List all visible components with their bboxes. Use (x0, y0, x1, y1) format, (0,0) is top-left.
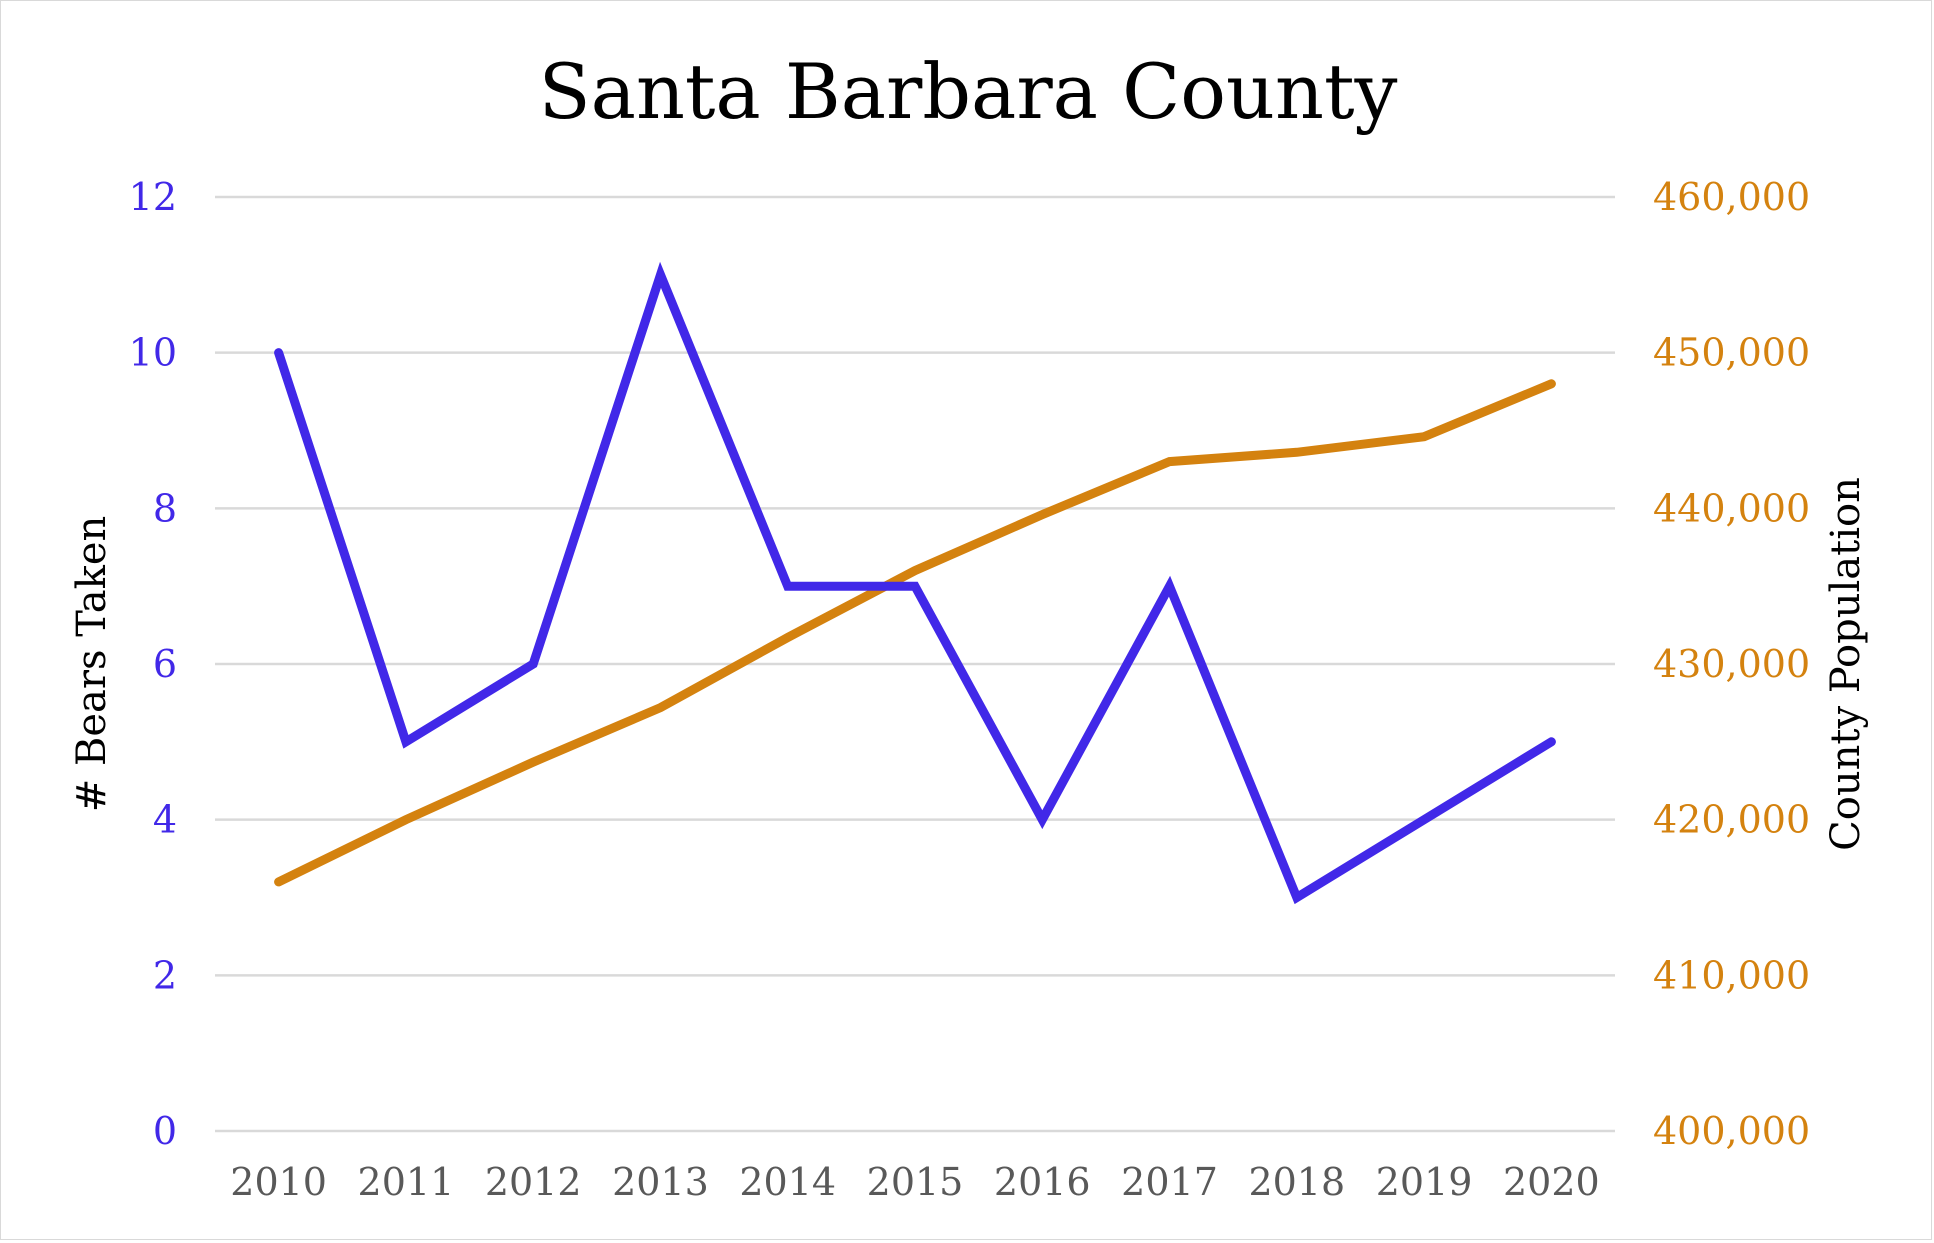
x-tick-label: 2014 (739, 1160, 836, 1204)
right-tick-label: 460,000 (1653, 175, 1810, 219)
left-tick-label: 2 (153, 953, 177, 997)
x-tick-label: 2016 (994, 1160, 1091, 1204)
x-tick-label: 2017 (1121, 1160, 1218, 1204)
right-tick-label: 430,000 (1653, 642, 1810, 686)
right-tick-label: 440,000 (1653, 486, 1810, 530)
left-tick-label: 10 (129, 331, 177, 375)
x-tick-label: 2010 (230, 1160, 327, 1204)
right-axis-title: County Population (1823, 477, 1869, 851)
x-tick-label: 2012 (485, 1160, 582, 1204)
x-tick-label: 2018 (1248, 1160, 1345, 1204)
chart-title: Santa Barbara County (539, 47, 1398, 136)
x-tick-label: 2011 (358, 1160, 455, 1204)
left-tick-label: 8 (153, 486, 177, 530)
x-tick-label: 2020 (1503, 1160, 1600, 1204)
left-tick-label: 6 (153, 642, 177, 686)
right-tick-label: 400,000 (1653, 1109, 1810, 1153)
x-axis-ticks: 2010 2011 2012 2013 2014 2015 2016 2017 2018 2019… (230, 1160, 1599, 1204)
gridlines (215, 195, 1615, 1133)
right-tick-label: 410,000 (1653, 953, 1810, 997)
right-axis-ticks: 400,000 410,000 420,000 430,000 440,000 450,0… (1653, 175, 1810, 1153)
x-tick-label: 2013 (612, 1160, 709, 1204)
bears-taken-line (274, 261, 1556, 905)
right-tick-label: 450,000 (1653, 331, 1810, 375)
county-population-line (274, 379, 1556, 887)
left-axis-ticks: 0 2 4 6 8 10 12 (129, 175, 177, 1153)
right-tick-label: 420,000 (1653, 798, 1810, 842)
series-lines (274, 261, 1556, 905)
x-tick-label: 2019 (1376, 1160, 1473, 1204)
x-tick-label: 2015 (867, 1160, 964, 1204)
left-tick-label: 12 (129, 175, 177, 219)
left-axis-title: # Bears Taken (69, 516, 115, 813)
left-tick-label: 0 (153, 1109, 177, 1153)
left-tick-label: 4 (153, 798, 177, 842)
